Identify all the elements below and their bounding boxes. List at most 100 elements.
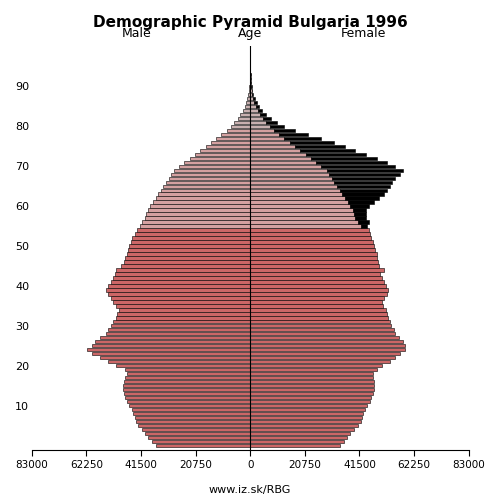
Bar xyxy=(153,200,250,203)
Bar xyxy=(250,288,388,292)
Bar xyxy=(184,160,250,164)
Bar xyxy=(146,212,250,216)
Bar xyxy=(114,276,250,280)
Bar xyxy=(250,168,326,172)
Bar xyxy=(116,304,250,308)
Bar xyxy=(211,140,250,144)
Bar xyxy=(111,324,250,328)
Bar xyxy=(140,224,250,228)
Bar xyxy=(206,144,250,148)
Bar xyxy=(250,256,376,260)
Bar xyxy=(166,180,250,184)
Bar xyxy=(250,364,382,368)
Bar xyxy=(145,216,250,220)
Bar xyxy=(142,220,250,224)
Bar xyxy=(250,316,388,320)
Bar xyxy=(250,204,350,208)
Bar xyxy=(250,308,386,312)
Bar xyxy=(126,396,250,400)
Bar xyxy=(250,252,376,256)
Bar xyxy=(134,416,250,420)
Bar xyxy=(250,304,383,308)
Bar xyxy=(250,88,252,92)
Bar xyxy=(116,268,250,272)
Bar xyxy=(250,208,353,212)
Bar xyxy=(250,148,300,152)
Bar xyxy=(114,300,250,304)
Bar xyxy=(250,220,358,224)
Bar xyxy=(250,240,372,244)
Bar xyxy=(129,404,250,407)
Bar xyxy=(263,116,271,120)
Bar xyxy=(124,392,250,396)
Bar xyxy=(250,404,368,407)
Bar xyxy=(326,168,403,172)
Bar xyxy=(137,228,250,232)
Bar xyxy=(250,264,379,268)
Bar xyxy=(148,208,250,212)
Bar xyxy=(250,228,368,232)
Bar xyxy=(195,152,250,156)
Bar xyxy=(274,128,295,132)
Bar xyxy=(108,360,251,364)
Bar xyxy=(126,256,250,260)
Bar xyxy=(100,336,250,340)
Bar xyxy=(250,184,337,188)
Bar xyxy=(138,424,250,428)
Bar xyxy=(126,252,250,256)
Bar xyxy=(250,224,361,228)
Bar xyxy=(250,188,340,192)
Bar xyxy=(136,420,250,424)
Bar xyxy=(250,420,361,424)
Bar xyxy=(250,340,403,344)
Bar xyxy=(250,156,311,160)
Bar xyxy=(250,140,290,144)
Bar xyxy=(306,152,366,156)
Bar xyxy=(250,248,375,252)
Bar xyxy=(124,380,250,384)
Bar xyxy=(95,340,250,344)
Bar xyxy=(270,124,284,128)
Bar xyxy=(250,120,266,124)
Bar xyxy=(152,440,250,443)
Bar xyxy=(250,196,345,200)
Bar xyxy=(129,244,250,248)
Bar xyxy=(200,148,250,152)
Bar xyxy=(250,444,340,447)
Bar xyxy=(250,392,372,396)
Bar xyxy=(122,264,250,268)
Bar xyxy=(250,400,370,404)
Bar xyxy=(250,128,274,132)
Bar xyxy=(124,260,250,264)
Bar xyxy=(148,436,250,439)
Bar xyxy=(156,444,250,447)
Bar xyxy=(126,376,250,380)
Bar xyxy=(260,112,266,116)
Bar xyxy=(250,272,380,276)
Bar xyxy=(156,196,250,200)
Bar xyxy=(250,236,372,240)
Bar xyxy=(111,280,250,283)
Bar xyxy=(234,120,250,124)
Bar xyxy=(250,112,260,116)
Bar xyxy=(250,332,395,336)
Bar xyxy=(250,412,364,416)
Bar xyxy=(250,192,342,196)
Text: Male: Male xyxy=(122,28,152,40)
Bar xyxy=(161,188,250,192)
Bar xyxy=(250,296,384,300)
Bar xyxy=(250,116,263,120)
Bar xyxy=(179,164,250,168)
Bar xyxy=(250,324,391,328)
Bar xyxy=(108,284,251,288)
Bar xyxy=(250,336,399,340)
Bar xyxy=(250,440,344,443)
Bar xyxy=(250,152,306,156)
Bar xyxy=(250,432,350,436)
Bar xyxy=(249,88,250,92)
Bar xyxy=(250,96,253,100)
Bar xyxy=(248,92,250,96)
Bar xyxy=(361,224,368,228)
Bar xyxy=(250,416,362,420)
Bar xyxy=(252,92,254,96)
